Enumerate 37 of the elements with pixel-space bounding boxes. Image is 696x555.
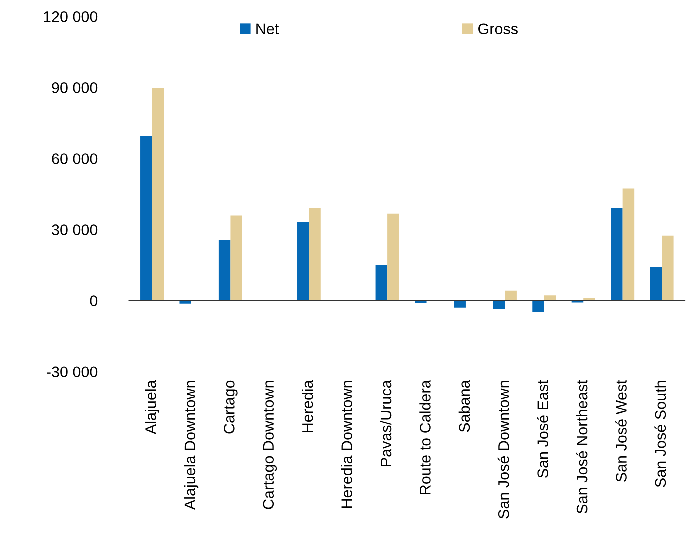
bar — [622, 188, 635, 301]
x-tick-label: Cartago — [224, 380, 238, 434]
y-tick-label: 30 000 — [52, 224, 98, 236]
x-tick-label: Alajuela — [145, 380, 160, 435]
y-tick-label: 120 000 — [44, 12, 98, 22]
x-tick-label: Sabana — [458, 380, 470, 432]
x-tick-label: Cartago Downtown — [263, 381, 278, 510]
x-tick-label: San José West — [616, 380, 627, 482]
bar — [454, 300, 466, 308]
legend-label: Gross — [478, 24, 518, 35]
y-tick-label: 90 000 — [52, 82, 98, 94]
bar — [388, 214, 400, 301]
x-tick-label: Heredia — [302, 380, 314, 432]
x-tick-label: Pavas/Uruca — [380, 380, 392, 466]
y-tick-label: 0 — [90, 296, 98, 306]
legend-label: Net — [256, 24, 280, 35]
bar — [505, 290, 517, 301]
x-tick-label: San José South — [654, 381, 666, 488]
x-tick-label: San José Northeast — [576, 380, 588, 514]
bar — [297, 222, 310, 301]
bar — [662, 236, 674, 301]
bar — [532, 300, 544, 312]
x-tick-label: San José East — [537, 380, 548, 478]
bar — [152, 88, 164, 301]
x-tick-label: San José Downtown — [498, 381, 510, 519]
y-tick-label: 60 000 — [52, 154, 98, 164]
bar — [650, 266, 662, 301]
x-tick-label: Alajuela Downtown — [184, 381, 199, 510]
bar — [230, 216, 242, 301]
bar — [611, 208, 623, 301]
x-tick-label: Route to Caldera — [420, 380, 431, 494]
bar — [140, 136, 152, 301]
y-tick-label: -30 000 — [47, 366, 98, 378]
bar — [376, 265, 388, 301]
x-tick-label: Heredia Downtown — [341, 381, 352, 508]
bar — [218, 240, 231, 301]
bar — [309, 208, 321, 301]
